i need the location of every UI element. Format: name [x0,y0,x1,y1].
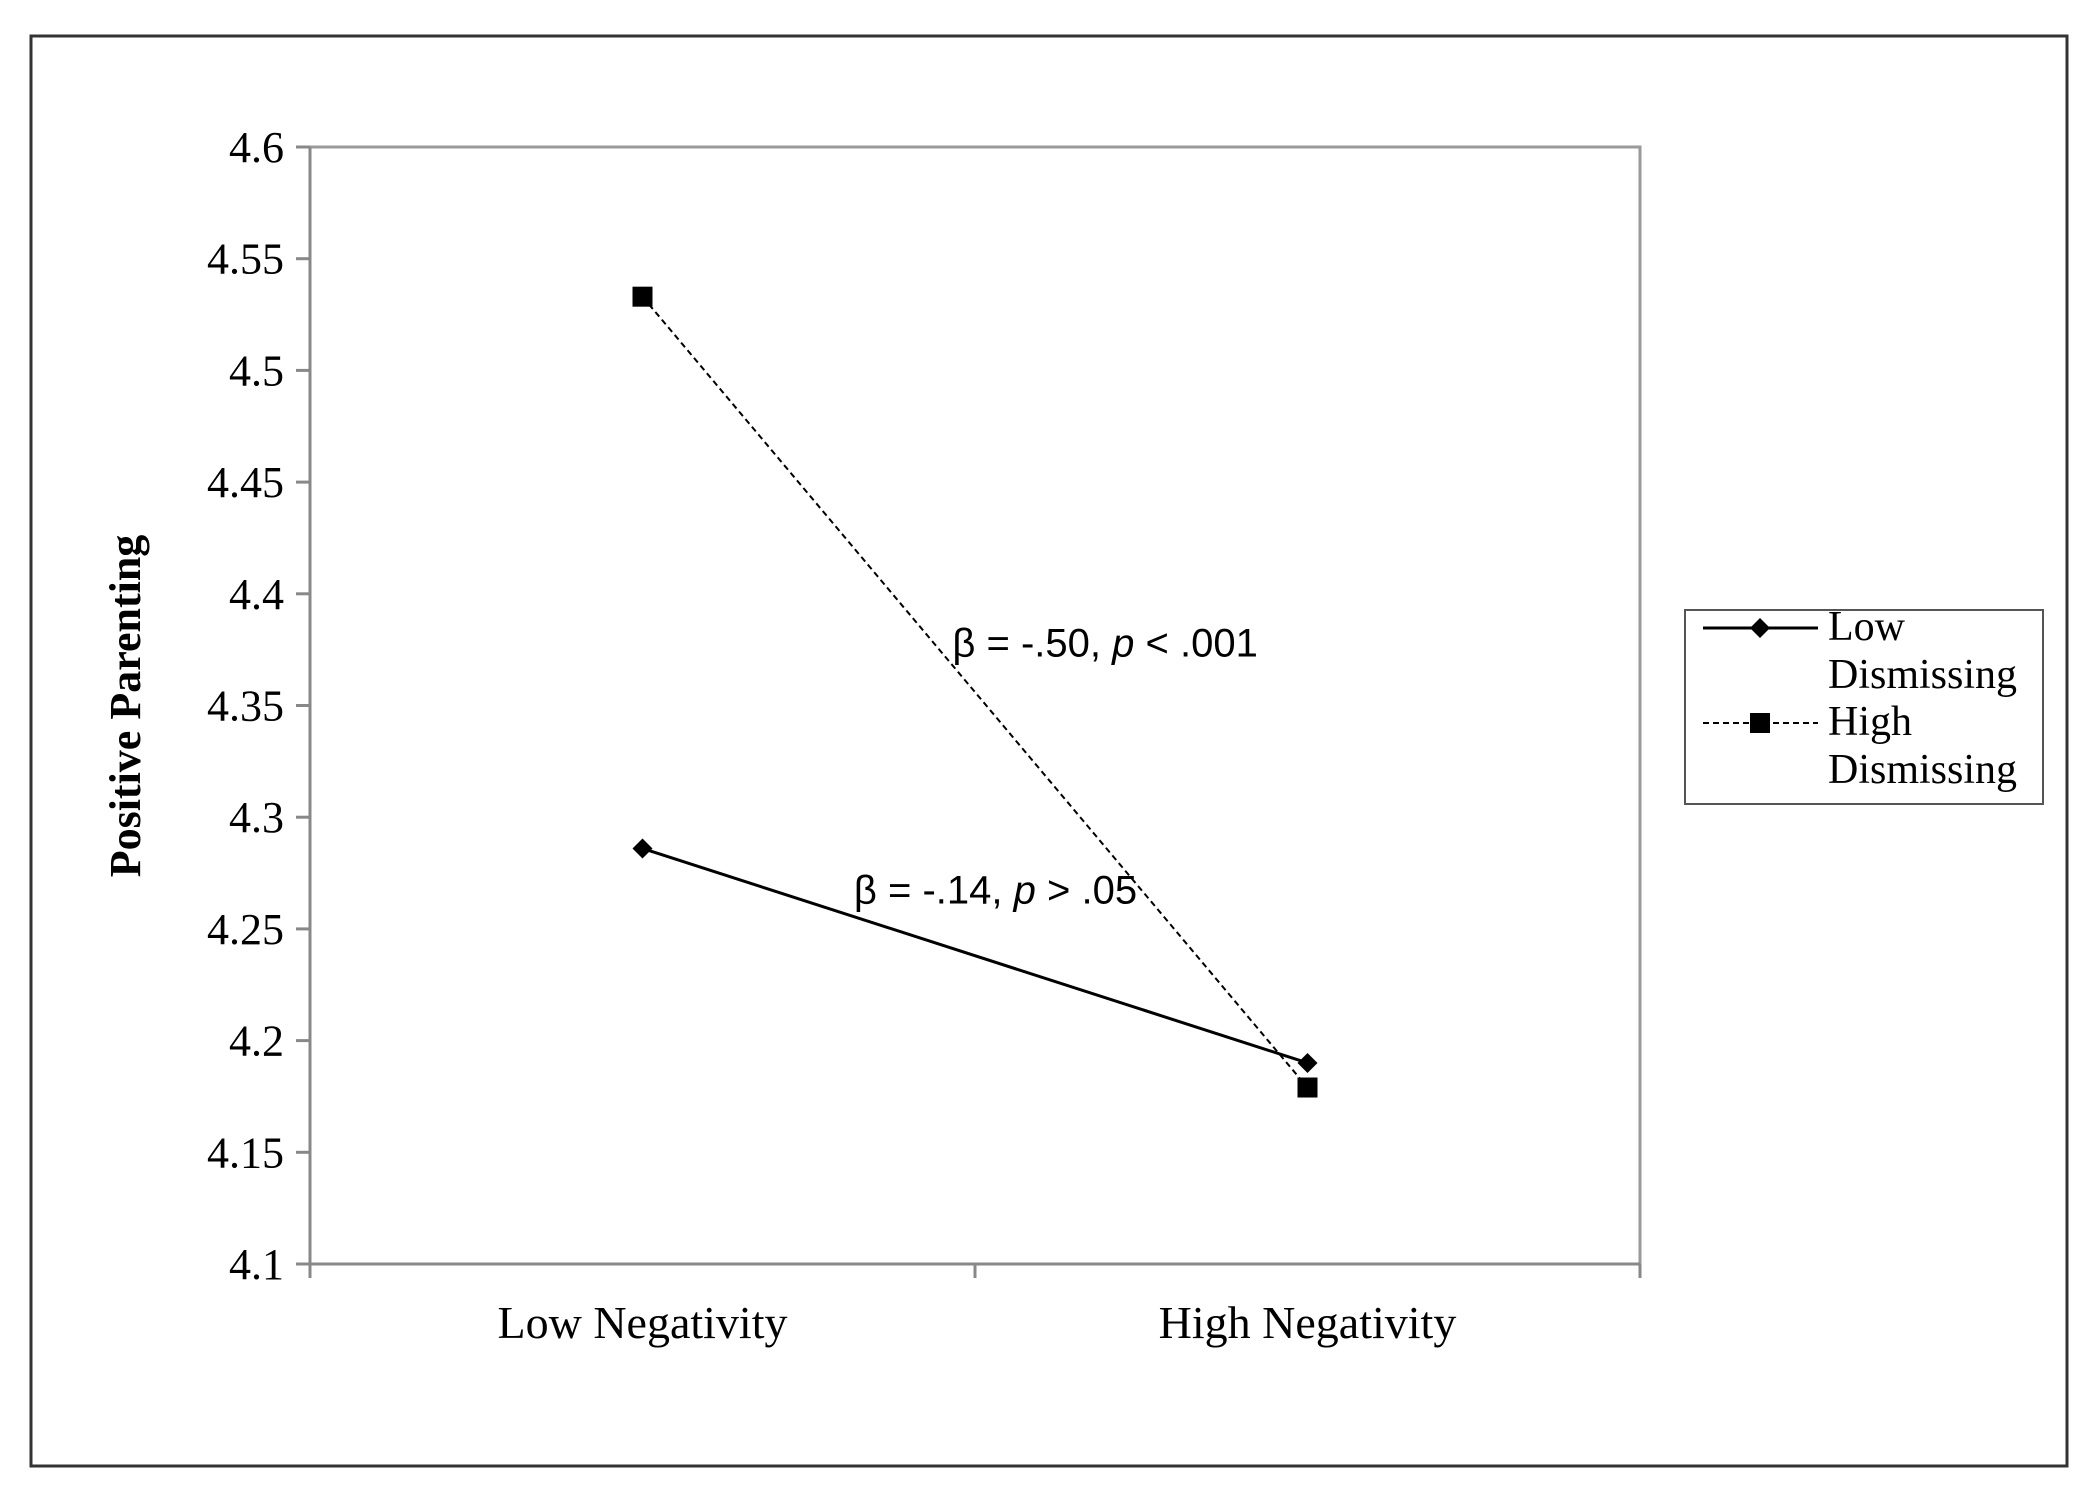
y-tick-label: 4.45 [207,458,284,507]
series-line [642,847,1308,1065]
y-tick-label: 4.35 [207,682,284,731]
y-tick-label: 4.3 [229,793,284,842]
y-tick-label: 4.4 [229,570,284,619]
annotation-layer: β = -.50, p < .001 β = -.14, p > .05 [854,622,1258,913]
annotation-p: p [1013,868,1036,912]
annotation-beta: β = -.50, [952,622,1112,666]
legend-label: High [1828,699,1912,745]
diamond-marker [1750,618,1770,638]
regression-annotation: β = -.14, p > .05 [854,868,1137,912]
square-marker [632,286,653,307]
x-axis: Low Negativity High Negativity [308,1262,1642,1348]
x-category-label: High Negativity [1159,1297,1457,1348]
annotation-p: p [1111,622,1134,666]
y-tick-label: 4.25 [207,905,284,954]
y-tick-label: 4.2 [229,1017,284,1066]
x-category-label: Low Negativity [498,1297,788,1348]
annotation-beta: β = -.14, [854,868,1014,912]
y-tick-label: 4.55 [207,235,284,284]
regression-annotation: β = -.50, p < .001 [952,622,1257,666]
series-0 [632,838,1318,1073]
y-tick-label: 4.15 [207,1128,284,1177]
series-1 [632,286,1318,1098]
y-tick-label: 4.6 [229,123,284,172]
diamond-marker [632,838,653,859]
y-axis-title: Positive Parenting [101,535,150,878]
square-marker [1297,1077,1318,1098]
annotation-threshold: > .05 [1036,868,1137,912]
y-tick-label: 4.5 [229,346,284,395]
legend-label: Dismissing [1828,652,2017,698]
annotation-threshold: < .001 [1134,622,1257,666]
y-axis: 4.1 4.15 4.2 4.25 4.3 4.35 4.4 4.45 4.5 4.55 4.6 [207,123,312,1289]
legend-label: Dismissing [1828,747,2017,793]
legend-box [1684,609,2044,805]
series-line [641,296,1309,1089]
legend-label: Low [1828,604,1906,650]
diamond-marker [1297,1052,1318,1073]
square-marker [1750,713,1770,733]
y-tick-label: 4.1 [229,1240,284,1289]
series-layer [632,286,1318,1098]
